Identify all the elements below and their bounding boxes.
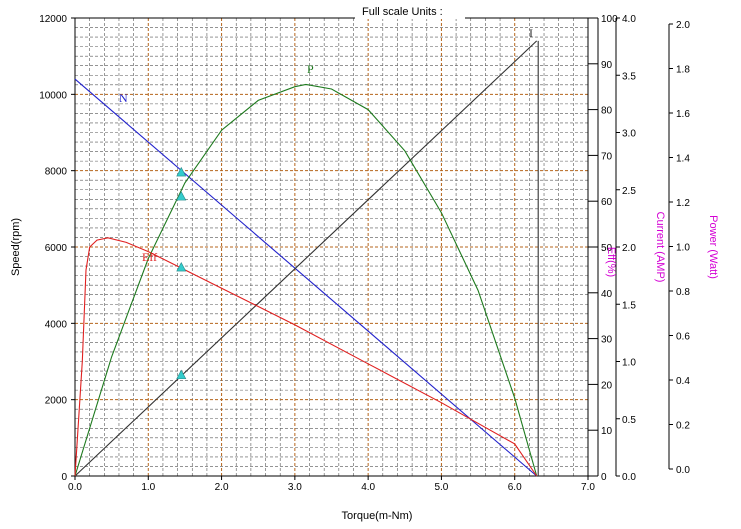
power-tick-label: 0.8 [676,287,690,298]
label-eff-curve: Eff [142,250,157,264]
eff-tick-label: 0 [601,472,607,483]
x-tick-label: 3.0 [288,482,302,493]
eff-axis-title: Eff(%) [605,247,617,277]
marker-triangle [176,261,187,272]
current-axis-title: Current (AMP) [654,212,666,283]
power-tick-label: 0.6 [676,332,690,343]
speed-tick-label: 12000 [39,14,67,25]
marker-triangle [176,369,187,380]
current-tick-label: 3.5 [622,71,636,82]
series-line-n [74,78,538,477]
eff-tick-label: 50 [601,243,613,254]
power-tick-label: 0.4 [676,376,690,387]
power-tick-label: 1.4 [676,154,690,165]
current-tick-label: 2.0 [622,243,636,254]
speed-tick-label: 2000 [45,396,68,407]
x-tick-label: 5.0 [434,482,448,493]
eff-tick-label: 10 [601,426,613,437]
speed-tick-label: 8000 [45,167,68,178]
current-tick-label: 0.0 [622,472,636,483]
label-power-curve: P [307,62,314,76]
power-tick-label: 1.2 [676,198,690,209]
marker-triangle [176,190,187,201]
power-tick-label: 1.8 [676,65,690,76]
current-tick-label: 1.0 [622,358,636,369]
eff-tick-label: 90 [601,60,613,71]
power-tick-label: 1.6 [676,109,690,120]
power-tick-label: 2.0 [676,20,690,31]
speed-tick-label: 4000 [45,319,68,330]
x-tick-label: 2.0 [215,482,229,493]
marker-layer [176,166,187,380]
chart-title: Full scale Units : [362,6,443,18]
eff-tick-label: 40 [601,289,613,300]
power-tick-label: 0.0 [676,465,690,476]
x-tick-label: 1.0 [141,482,155,493]
eff-tick-label: 100 [601,14,618,25]
eff-tick-label: 30 [601,335,613,346]
speed-tick-label: 10000 [39,90,67,101]
current-tick-label: 4.0 [622,14,636,25]
major-grid [75,18,588,476]
title-box [355,3,465,19]
speed-tick-label: 6000 [45,243,68,254]
series-line-eff [74,237,538,477]
current-tick-label: 0.5 [622,415,636,426]
speed-axis-title: Speed(rpm) [10,218,22,276]
x-tick-label: 4.0 [361,482,375,493]
eff-tick-label: 70 [601,151,613,162]
current-tick-label: 1.5 [622,300,636,311]
current-tick-label: 3.0 [622,129,636,140]
power-tick-label: 1.0 [676,243,690,254]
label-current-curve: I [529,26,533,40]
eff-tick-label: 80 [601,106,613,117]
series-layer [74,40,539,477]
x-tick-label: 7.0 [581,482,595,493]
current-tick-label: 2.5 [622,186,636,197]
x-tick-label: 0.0 [68,482,82,493]
ticks-layer: 0.0 1.0 2.0 3.0 4.0 5.0 6.0 7.00200040006000800… [39,14,690,493]
series-line-p [74,83,538,477]
speed-tick-label: 0 [61,472,67,483]
x-tick-label: 6.0 [508,482,522,493]
x-axis-title: Torque(m-Nm) [342,510,413,522]
label-speed-curve: N [119,91,128,105]
eff-tick-label: 20 [601,380,613,391]
series-line-i [74,40,538,477]
power-axis-title: Power (Watt) [707,215,719,279]
power-tick-label: 0.2 [676,421,690,432]
eff-tick-label: 60 [601,197,613,208]
marker-triangle [176,166,187,177]
